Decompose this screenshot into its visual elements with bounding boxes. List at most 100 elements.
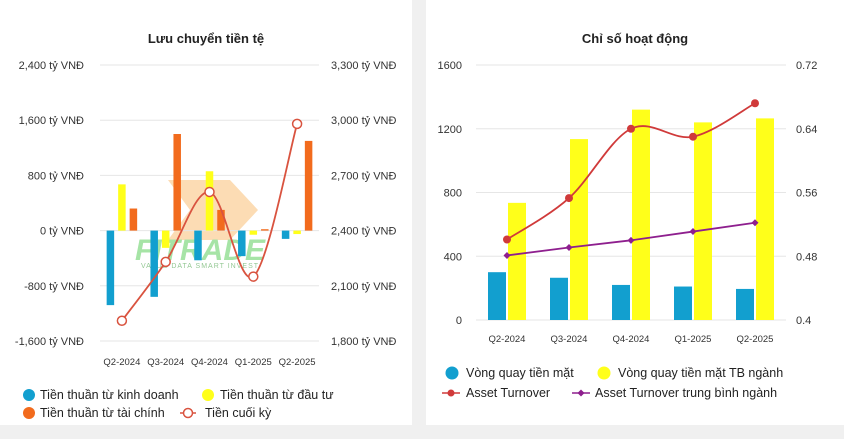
y-tick-label: 1200 <box>438 124 462 136</box>
watermark-tagline: VALUE DATA SMART INVEST <box>141 263 259 270</box>
y-tick-label: 400 <box>444 251 462 263</box>
line-ending-cash <box>121 123 298 322</box>
legend-label-asset-turnover: Asset Turnover <box>466 386 550 400</box>
point-ending-cash-Q3-2024 <box>160 256 171 268</box>
right-lines <box>503 99 759 259</box>
x-tick-label: Q2-2024 <box>103 357 140 368</box>
legend-item-cash-turnover[interactable]: Vòng quay tiền mặt <box>445 366 575 380</box>
bar-vòng-quay-tiền-mặt-tb-ngành-Q2-2024 <box>508 202 526 320</box>
bar-tiền-thuần-từ-kinh-doanh-Q1-2025 <box>238 230 246 257</box>
legend-marker-cash-turnover-icon <box>445 366 459 380</box>
bar-tiền-thuần-từ-tài-chính-Q3-2024 <box>173 134 181 231</box>
bar-tiền-thuần-từ-tài-chính-Q2-2025 <box>304 140 313 231</box>
cash-flow-legend: Tiền thuần từ kinh doanh Tiền thuần từ đ… <box>23 388 334 420</box>
bar-tiền-thuần-từ-đầu-tư-Q1-2025 <box>249 230 258 235</box>
y2-tick-label: 0.64 <box>796 124 817 136</box>
legend-label-investing: Tiền thuần từ đầu tư <box>220 388 334 402</box>
y-tick-label: 1,600 tỷ VNĐ <box>19 115 84 127</box>
y2-tick-label: 0.72 <box>796 60 817 72</box>
bar-tiền-thuần-từ-kinh-doanh-Q4-2024 <box>194 230 202 261</box>
y-tick-label: 0 tỷ VNĐ <box>40 226 84 238</box>
bar-vòng-quay-tiền-mặt-tb-ngành-Q4-2024 <box>632 109 650 320</box>
bar-tiền-thuần-từ-kinh-doanh-Q2-2025 <box>281 230 290 239</box>
bar-tiền-thuần-từ-tài-chính-Q2-2024 <box>129 208 138 231</box>
bar-tiền-thuần-từ-đầu-tư-Q2-2025 <box>293 230 301 235</box>
bar-vòng-quay-tiền-mặt-tb-ngành-Q2-2025 <box>756 118 774 320</box>
point-ending-cash-Q4-2024 <box>204 186 215 198</box>
bar-vòng-quay-tiền-mặt-Q2-2024 <box>488 272 506 320</box>
legend-item-investing[interactable]: Tiền thuần từ đầu tư <box>202 388 334 402</box>
bar-tiền-thuần-từ-đầu-tư-Q2-2024 <box>118 184 126 231</box>
point-asset-turnover-Q3-2024 <box>565 194 573 203</box>
bar-vòng-quay-tiền-mặt-tb-ngành-Q1-2025 <box>694 122 712 320</box>
y-tick-label: 800 <box>444 188 462 200</box>
y2-tick-label: 3,000 tỷ VNĐ <box>331 115 396 127</box>
x-tick-label: Q1-2025 <box>675 334 712 345</box>
bar-vòng-quay-tiền-mặt-Q4-2024 <box>612 284 630 320</box>
activity-ratio-panel: Chỉ số hoạt động 0 400 800 1200 1600 0.4 0.48… <box>426 0 844 425</box>
cash-flow-panel: Lưu chuyển tiền tệ FITRADE VALUE DATA SM… <box>0 0 412 425</box>
point-asset-turnover-Q4-2024 <box>627 124 635 133</box>
bar-vòng-quay-tiền-mặt-Q1-2025 <box>674 286 692 320</box>
x-tick-label: Q3-2024 <box>551 334 588 345</box>
x-tick-label: Q2-2025 <box>279 357 316 368</box>
y2-tick-label: 0.56 <box>796 188 817 200</box>
legend-item-asset-turnover[interactable]: Asset Turnover <box>442 386 550 400</box>
legend-marker-ending-cash-icon <box>182 407 194 419</box>
x-tick-label: Q1-2025 <box>235 357 272 368</box>
legend-marker-investing-icon <box>202 389 214 401</box>
legend-marker-industry-asset-turnover-icon <box>577 389 585 397</box>
point-industry-asset-turnover-Q3-2024 <box>565 243 573 251</box>
y2-tick-label: 0.48 <box>796 251 817 263</box>
legend-label-ending-cash: Tiền cuối kỳ <box>205 406 272 420</box>
bar-vòng-quay-tiền-mặt-Q2-2025 <box>736 288 754 320</box>
y-tick-label: 2,400 tỷ VNĐ <box>19 60 84 72</box>
y-tick-label: 1600 <box>438 60 462 72</box>
legend-label-cash-turnover: Vòng quay tiền mặt <box>466 366 574 380</box>
y-tick-label: 0 <box>456 315 462 327</box>
y2-tick-label: 2,400 tỷ VNĐ <box>331 226 396 238</box>
x-tick-label: Q3-2024 <box>147 357 184 368</box>
activity-ratio-title: Chỉ số hoạt động <box>582 31 688 46</box>
y2-tick-label: 3,300 tỷ VNĐ <box>331 60 396 72</box>
legend-label-operating: Tiền thuần từ kinh doanh <box>40 388 179 402</box>
point-ending-cash-Q2-2025 <box>291 118 303 130</box>
left-y2-axis: 1,800 tỷ VNĐ 2,100 tỷ VNĐ 2,400 tỷ VNĐ 2,70… <box>331 60 396 348</box>
point-industry-asset-turnover-Q1-2025 <box>689 228 697 236</box>
legend-marker-industry-cash-turnover-icon <box>597 366 611 380</box>
legend-item-industry-cash-turnover[interactable]: Vòng quay tiền mặt TB ngành <box>597 366 784 380</box>
x-tick-label: Q4-2024 <box>613 334 650 345</box>
right-x-axis: Q2-2024 Q3-2024 Q4-2024 Q1-2025 Q2-2025 <box>489 334 774 345</box>
x-tick-label: Q2-2024 <box>489 334 526 345</box>
y2-tick-label: 2,700 tỷ VNĐ <box>331 170 396 182</box>
bar-vòng-quay-tiền-mặt-Q3-2024 <box>550 277 568 320</box>
y2-tick-label: 2,100 tỷ VNĐ <box>331 281 396 293</box>
point-industry-asset-turnover-Q2-2025 <box>751 219 759 227</box>
left-x-axis: Q2-2024 Q3-2024 Q4-2024 Q1-2025 Q2-2025 <box>103 357 315 368</box>
legend-label-industry-asset-turnover: Asset Turnover trung bình ngành <box>595 386 777 400</box>
legend-label-industry-cash-turnover: Vòng quay tiền mặt TB ngành <box>618 366 783 380</box>
left-y-axis: -1,600 tỷ VNĐ -800 tỷ VNĐ 0 tỷ VNĐ 800 tỷ V… <box>15 60 319 348</box>
point-asset-turnover-Q2-2025 <box>751 99 759 108</box>
left-bars <box>106 134 313 306</box>
line-asset-turnover <box>506 102 756 241</box>
right-y2-axis: 0.4 0.48 0.56 0.64 0.72 <box>796 60 817 327</box>
activity-ratio-chart: Chỉ số hoạt động 0 400 800 1200 1600 0.4 0.48… <box>438 31 818 400</box>
right-y-axis: 0 400 800 1200 1600 <box>438 60 786 327</box>
y-tick-label: -1,600 tỷ VNĐ <box>15 336 84 348</box>
legend-item-industry-asset-turnover[interactable]: Asset Turnover trung bình ngành <box>572 386 777 400</box>
legend-label-financing: Tiền thuần từ tài chính <box>40 406 165 420</box>
bar-tiền-thuần-từ-tài-chính-Q1-2025 <box>261 229 269 231</box>
bar-tiền-thuần-từ-tài-chính-Q4-2024 <box>217 209 225 231</box>
left-line <box>116 118 303 327</box>
legend-item-financing[interactable]: Tiền thuần từ tài chính <box>23 406 165 420</box>
bar-tiền-thuần-từ-kinh-doanh-Q3-2024 <box>150 230 158 297</box>
legend-item-ending-cash[interactable]: Tiền cuối kỳ <box>180 406 272 420</box>
right-bars <box>488 109 774 320</box>
bar-tiền-thuần-từ-đầu-tư-Q4-2024 <box>205 171 214 231</box>
point-ending-cash-Q1-2025 <box>248 271 259 282</box>
legend-item-operating[interactable]: Tiền thuần từ kinh doanh <box>23 388 179 402</box>
x-tick-label: Q4-2024 <box>191 357 228 368</box>
y2-tick-label: 0.4 <box>796 315 811 327</box>
bar-vòng-quay-tiền-mặt-tb-ngành-Q3-2024 <box>570 139 588 320</box>
